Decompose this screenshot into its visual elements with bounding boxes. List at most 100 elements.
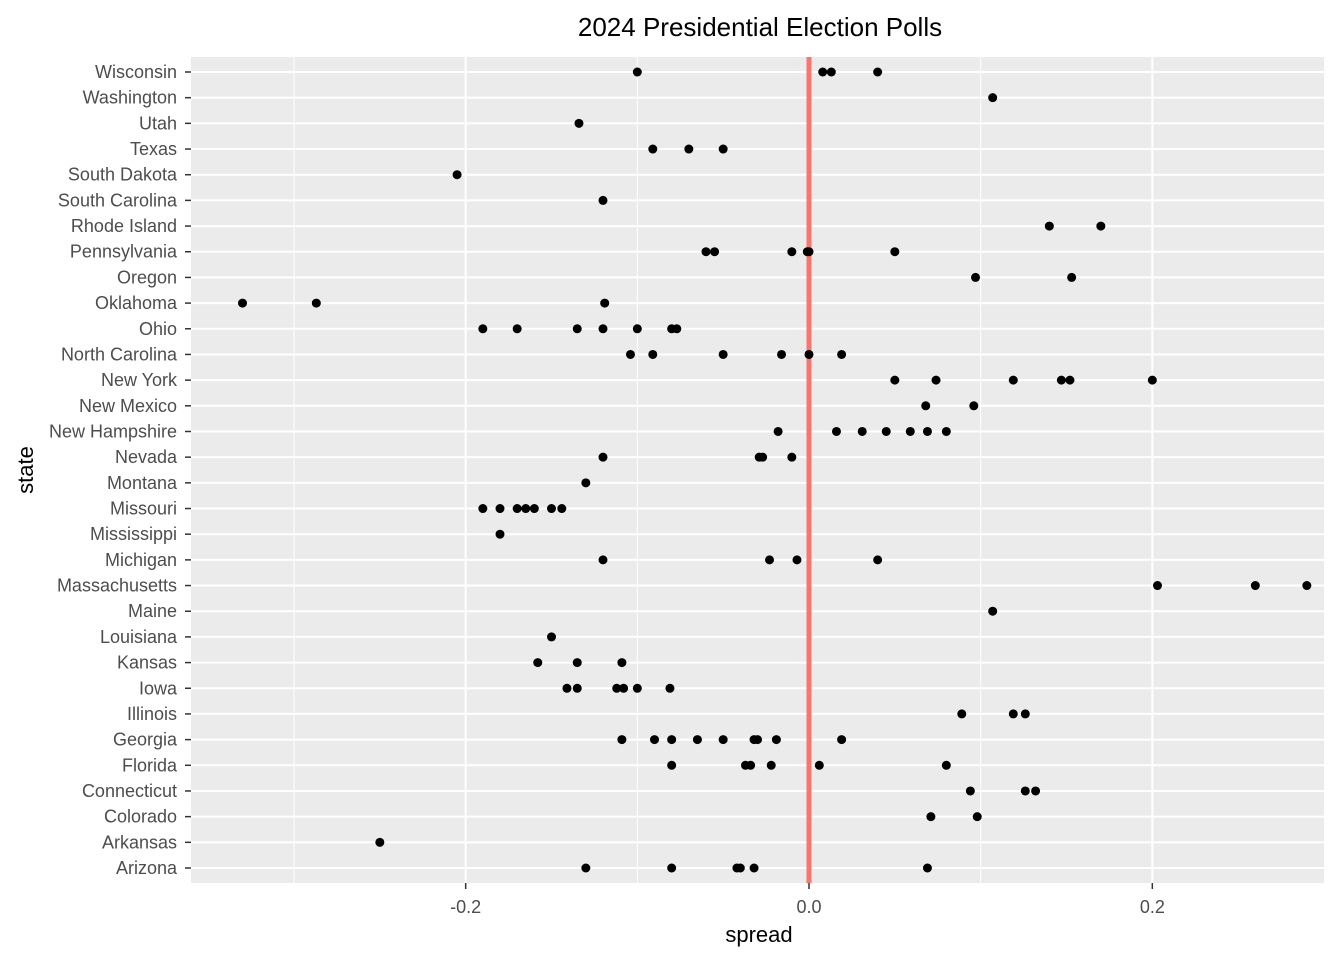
data-point xyxy=(632,324,642,334)
data-point xyxy=(1020,709,1030,719)
data-point xyxy=(692,735,702,745)
y-tick-label: Washington xyxy=(83,88,177,108)
data-point xyxy=(650,735,659,745)
y-tick-label: Georgia xyxy=(113,730,178,750)
data-point xyxy=(804,247,814,257)
data-point xyxy=(766,760,776,770)
data-point xyxy=(1008,709,1018,719)
y-axis: Arizona Arkansas Colorado Connecticut Florid… xyxy=(49,62,191,878)
x-axis-title: spread xyxy=(725,922,792,947)
data-point xyxy=(495,529,505,539)
data-point xyxy=(922,863,932,873)
data-point xyxy=(572,683,582,693)
data-point xyxy=(1065,375,1075,385)
data-point xyxy=(667,863,677,873)
data-point xyxy=(831,426,841,436)
y-axis-title: state xyxy=(13,446,38,494)
data-point xyxy=(1302,581,1312,591)
data-point xyxy=(598,324,608,334)
poll-points xyxy=(238,67,1312,873)
data-point xyxy=(971,272,981,282)
data-point xyxy=(969,401,979,411)
data-point xyxy=(773,426,783,436)
y-tick-label: Ohio xyxy=(139,319,177,339)
y-tick-label: Iowa xyxy=(139,678,178,698)
data-point xyxy=(972,812,982,822)
data-point xyxy=(625,349,635,359)
y-tick-label: Massachusetts xyxy=(57,576,177,596)
y-tick-label: Arkansas xyxy=(102,832,177,852)
data-point xyxy=(941,760,951,770)
data-point xyxy=(771,735,781,745)
y-tick-label: Oregon xyxy=(117,267,177,287)
y-tick-label: North Carolina xyxy=(61,344,178,364)
data-point xyxy=(735,863,745,873)
data-point xyxy=(758,452,768,462)
data-point xyxy=(701,247,711,257)
data-point xyxy=(818,67,828,77)
minor-gridlines xyxy=(293,57,982,883)
data-point xyxy=(873,67,883,77)
data-point xyxy=(787,247,797,257)
data-point xyxy=(665,683,675,693)
data-point xyxy=(667,735,677,745)
data-point xyxy=(238,298,247,308)
data-point xyxy=(311,298,321,308)
y-tick-label: New Hampshire xyxy=(49,421,177,441)
data-point xyxy=(804,349,814,359)
data-point xyxy=(572,658,582,668)
data-point xyxy=(547,632,556,642)
y-tick-label: New York xyxy=(101,370,178,390)
data-point xyxy=(581,478,591,488)
x-tick-label: 0.2 xyxy=(1140,897,1165,917)
data-point xyxy=(598,555,608,565)
data-point xyxy=(1250,581,1260,591)
data-point xyxy=(512,324,522,334)
y-tick-label: Pennsylvania xyxy=(70,242,178,262)
data-point xyxy=(837,349,847,359)
plot-panel xyxy=(191,57,1324,883)
y-tick-label: Florida xyxy=(122,755,178,775)
data-point xyxy=(667,760,677,770)
data-point xyxy=(753,735,762,745)
data-point xyxy=(648,349,658,359)
data-point xyxy=(1152,581,1162,591)
data-point xyxy=(777,349,787,359)
data-point xyxy=(814,760,824,770)
y-tick-label: Kansas xyxy=(117,653,177,673)
data-point xyxy=(1147,375,1157,385)
data-point xyxy=(529,504,539,514)
data-point xyxy=(572,324,582,334)
x-tick-label: 0.0 xyxy=(796,897,821,917)
y-tick-label: Mississippi xyxy=(90,524,177,544)
x-axis: -0.2 0.0 0.2 xyxy=(450,883,1165,917)
data-point xyxy=(612,683,622,693)
y-tick-label: Arizona xyxy=(116,858,178,878)
data-point xyxy=(632,683,642,693)
data-point xyxy=(1031,786,1041,796)
data-point xyxy=(941,426,951,436)
x-tick-label: -0.2 xyxy=(450,897,481,917)
data-point xyxy=(581,863,591,873)
data-point xyxy=(890,247,900,257)
data-point xyxy=(988,93,998,103)
data-point xyxy=(931,375,941,385)
y-gridlines xyxy=(191,71,1324,869)
data-point xyxy=(881,426,891,436)
data-point xyxy=(533,658,543,668)
y-tick-label: Montana xyxy=(107,473,178,493)
data-point xyxy=(632,67,642,77)
data-point xyxy=(478,324,488,334)
data-point xyxy=(746,760,756,770)
data-point xyxy=(890,375,900,385)
data-point xyxy=(765,555,775,565)
y-tick-label: Michigan xyxy=(105,550,177,570)
data-point xyxy=(926,812,936,822)
data-point xyxy=(684,144,694,154)
y-tick-label: South Dakota xyxy=(68,165,178,185)
data-point xyxy=(988,606,998,616)
data-point xyxy=(792,555,802,565)
data-point xyxy=(562,683,572,693)
data-point xyxy=(648,144,658,154)
